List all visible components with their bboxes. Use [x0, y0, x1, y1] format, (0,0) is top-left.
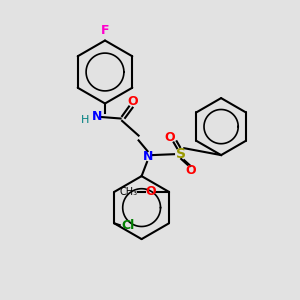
Text: N: N	[142, 150, 153, 163]
Text: N: N	[92, 110, 102, 124]
Text: S: S	[176, 147, 186, 160]
Text: O: O	[145, 185, 156, 198]
Text: O: O	[186, 164, 196, 177]
Text: CH₃: CH₃	[120, 187, 138, 197]
Text: F: F	[101, 24, 109, 37]
Text: Cl: Cl	[121, 219, 134, 232]
Text: O: O	[127, 94, 138, 108]
Text: H: H	[81, 115, 89, 125]
Text: O: O	[165, 130, 176, 144]
